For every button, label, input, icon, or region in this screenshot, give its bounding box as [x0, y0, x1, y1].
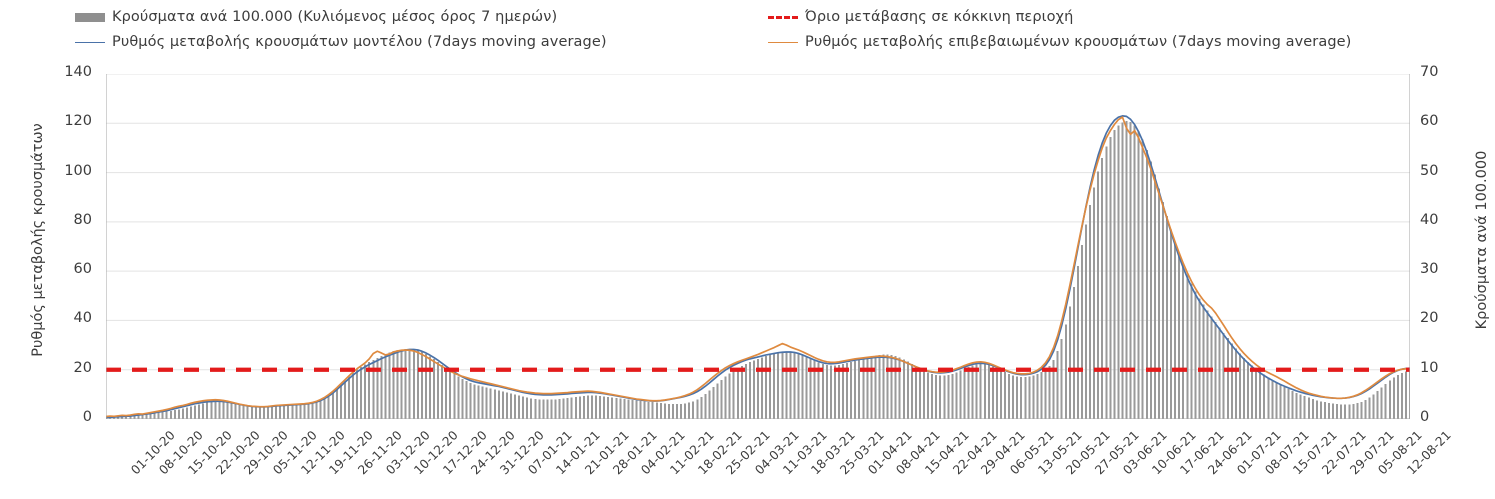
line-confirmed: [106, 116, 1410, 418]
plot-area: [106, 74, 1410, 419]
legend-label-red-threshold: Όριο μετάβασης σε κόκκινη περιοχή: [805, 9, 1074, 25]
legend-item-red-threshold[interactable]: Όριο μετάβασης σε κόκκινη περιοχή: [768, 9, 1073, 25]
y-tick-left: 140: [64, 64, 92, 80]
legend-label-confirmed-line: Ρυθμός μεταβολής επιβεβαιωμένων κρουσμάτ…: [805, 34, 1352, 50]
y-tick-left: 80: [73, 211, 92, 228]
y-tick-left: 120: [64, 113, 92, 130]
legend-item-cases-bar[interactable]: Κρούσματα ανά 100.000 (Κυλιόμενος μέσος …: [75, 9, 557, 25]
y-tick-right: 10: [1420, 359, 1439, 376]
legend-label-cases-bar: Κρούσματα ανά 100.000 (Κυλιόμενος μέσος …: [112, 9, 558, 25]
legend-item-model-line[interactable]: Ρυθμός μεταβολής κρουσμάτων μοντέλου (7d…: [75, 34, 607, 50]
y-tick-left: 100: [64, 162, 92, 179]
chart-legend: Κρούσματα ανά 100.000 (Κυλιόμενος μέσος …: [0, 0, 1495, 58]
line-swatch-orange-icon: [768, 41, 798, 43]
dashed-line-swatch-icon: [768, 15, 798, 19]
line-model: [106, 115, 1410, 419]
legend-label-model-line: Ρυθμός μεταβολής κρουσμάτων μοντέλου (7d…: [112, 34, 607, 50]
y-tick-left: 0: [82, 409, 92, 425]
y-tick-right: 70: [1420, 64, 1439, 80]
y-tick-left: 40: [73, 310, 92, 327]
bar-series: [106, 120, 1410, 419]
bar-swatch-icon: [75, 12, 105, 22]
y-tick-right: 30: [1420, 261, 1439, 278]
line-swatch-icon: [75, 41, 105, 43]
y-tick-right: 40: [1420, 211, 1439, 228]
chart-canvas: [106, 74, 1410, 419]
y-tick-right: 20: [1420, 310, 1439, 327]
legend-item-confirmed-line[interactable]: Ρυθμός μεταβολής επιβεβαιωμένων κρουσμάτ…: [768, 34, 1351, 50]
y-tick-left: 60: [73, 261, 92, 278]
y-tick-right: 60: [1420, 113, 1439, 130]
y-tick-left: 20: [73, 359, 92, 376]
y-axis-title-left: Ρυθμός μεταβολής κρουσμάτων: [30, 123, 46, 357]
y-tick-right: 50: [1420, 162, 1439, 179]
y-axis-title-right: Κρούσματα ανά 100.000: [1474, 150, 1490, 330]
y-tick-right: 0: [1420, 409, 1430, 425]
